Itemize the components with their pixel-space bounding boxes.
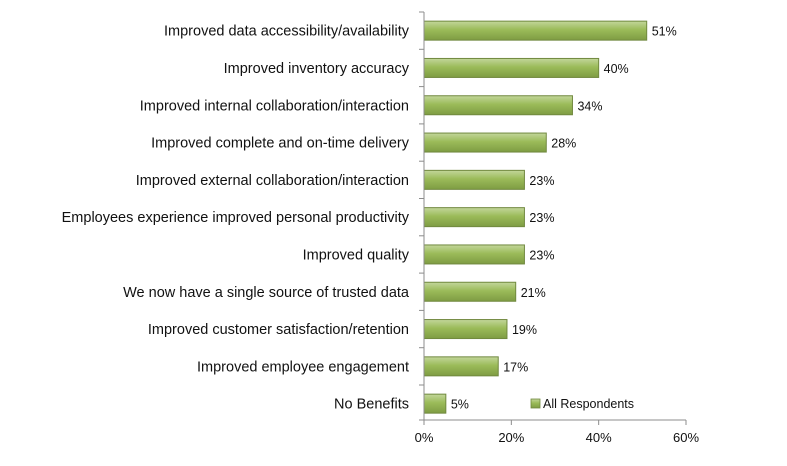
category-label: We now have a single source of trusted d…: [123, 285, 410, 301]
category-label: Improved complete and on-time delivery: [151, 136, 410, 152]
bar: [423, 20, 648, 41]
value-label: 21%: [521, 286, 546, 300]
category-label: Employees experience improved personal p…: [62, 210, 410, 226]
category-label: Improved internal collaboration/interact…: [140, 98, 409, 114]
bar: [423, 169, 525, 190]
category-label: Improved inventory accuracy: [224, 61, 410, 77]
bar: [423, 319, 508, 340]
value-label: 17%: [503, 360, 528, 374]
bar: [423, 244, 525, 265]
x-tick-label: 40%: [586, 430, 612, 445]
axis-layer: [419, 11, 687, 425]
bar: [423, 132, 547, 153]
legend-swatch: [530, 398, 541, 409]
value-label: 23%: [529, 211, 554, 225]
bar: [423, 95, 573, 116]
value-label: 19%: [512, 323, 537, 337]
category-label: No Benefits: [334, 397, 409, 413]
legend-label: All Respondents: [543, 397, 634, 411]
x-tick-label: 60%: [673, 430, 699, 445]
category-label: Improved customer satisfaction/retention: [148, 322, 409, 338]
bar: [423, 57, 600, 78]
value-label: 23%: [529, 174, 554, 188]
category-label: Improved quality: [303, 247, 410, 263]
value-label: 40%: [604, 62, 629, 76]
bar: [423, 356, 499, 377]
category-label: Improved data accessibility/availability: [164, 24, 410, 40]
value-label: 34%: [577, 99, 602, 113]
value-label: 5%: [451, 398, 469, 412]
value-label: 28%: [551, 137, 576, 151]
category-label: Improved employee engagement: [197, 359, 409, 375]
bar: [423, 281, 517, 302]
value-label: 51%: [652, 25, 677, 39]
bar: [423, 207, 525, 228]
legend: All Respondents: [530, 397, 634, 411]
category-label: Improved external collaboration/interact…: [136, 173, 409, 189]
x-tick-label: 20%: [498, 430, 524, 445]
labels-layer: Improved data accessibility/availability…: [62, 24, 700, 445]
bar: [423, 393, 447, 414]
x-tick-label: 0%: [415, 430, 434, 445]
value-label: 23%: [529, 248, 554, 262]
